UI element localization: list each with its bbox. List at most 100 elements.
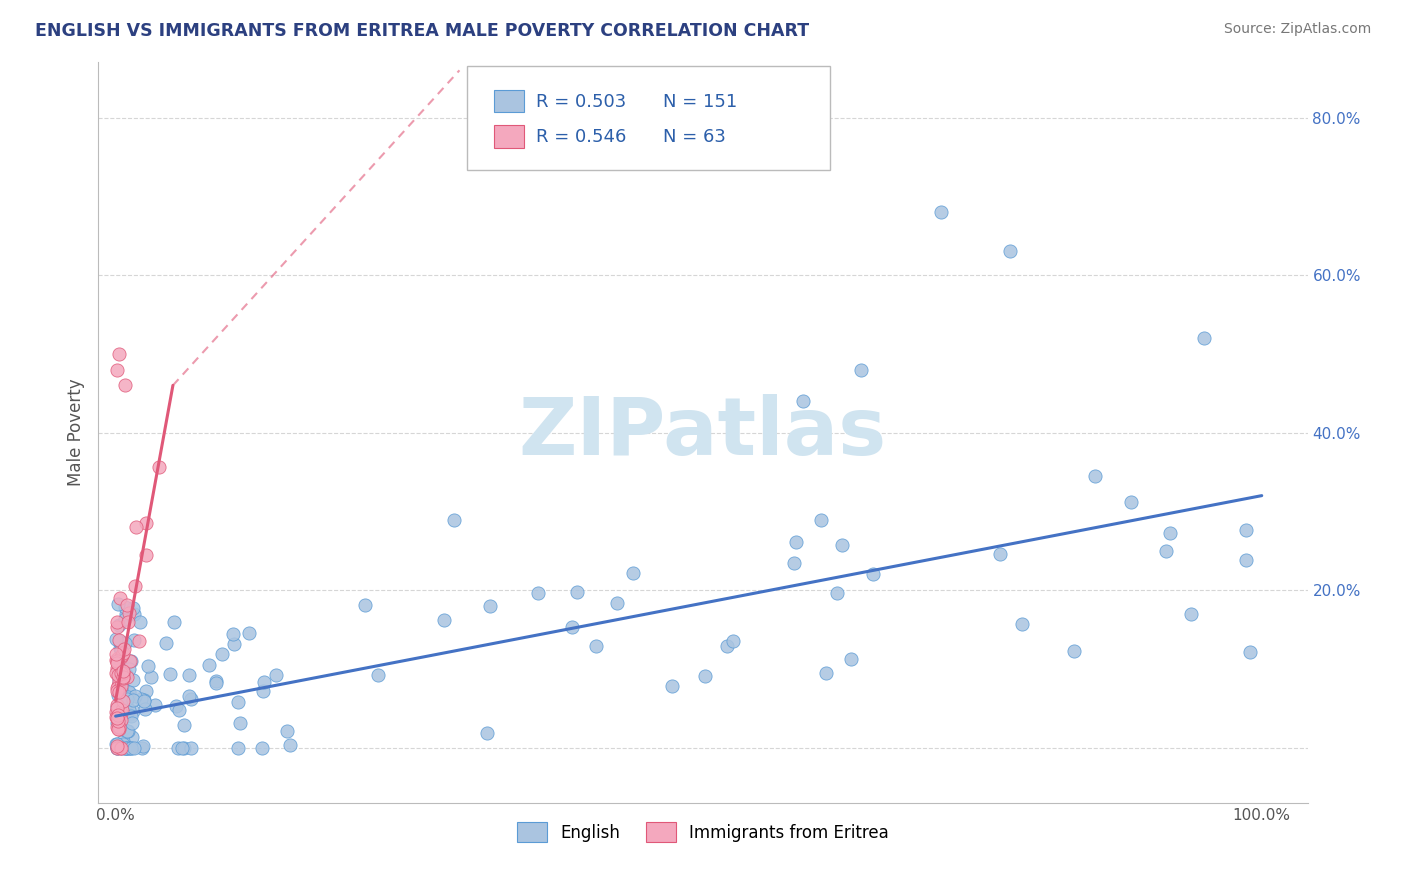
Point xyxy=(105,737,128,751)
Point xyxy=(264,668,287,682)
Point xyxy=(222,627,245,641)
Point xyxy=(125,520,148,534)
Point xyxy=(118,685,141,699)
Point xyxy=(862,566,884,581)
Point xyxy=(173,740,195,755)
Point xyxy=(129,692,152,706)
Point xyxy=(159,666,181,681)
Point xyxy=(527,586,550,600)
Point xyxy=(172,740,194,755)
Y-axis label: Male Poverty: Male Poverty xyxy=(66,379,84,486)
Point xyxy=(988,547,1011,561)
Point xyxy=(110,706,132,720)
Point xyxy=(1239,645,1261,659)
Text: N = 63: N = 63 xyxy=(664,128,725,146)
Point xyxy=(105,681,128,695)
Point xyxy=(849,362,872,376)
Point xyxy=(122,673,145,687)
Point xyxy=(180,740,202,755)
Point xyxy=(115,740,138,755)
Point xyxy=(661,679,683,693)
Point xyxy=(111,703,134,717)
Point xyxy=(117,740,139,755)
Point xyxy=(111,700,134,714)
Point xyxy=(120,740,142,755)
Point xyxy=(205,675,228,690)
Point xyxy=(252,683,274,698)
Point xyxy=(121,654,143,668)
Text: N = 151: N = 151 xyxy=(664,93,737,111)
Point xyxy=(105,619,128,633)
Point xyxy=(105,739,128,753)
Point xyxy=(108,634,131,648)
Point xyxy=(105,740,128,755)
Point xyxy=(122,601,145,615)
Point xyxy=(1180,607,1202,621)
Point xyxy=(122,693,145,707)
Point xyxy=(475,725,498,739)
Point xyxy=(108,591,131,605)
Point xyxy=(107,685,129,699)
Point xyxy=(1119,495,1142,509)
Point xyxy=(118,655,141,669)
Point xyxy=(143,698,166,712)
Point xyxy=(105,654,128,668)
Point xyxy=(135,516,157,530)
Point xyxy=(110,718,132,732)
Point xyxy=(1234,523,1257,537)
Point xyxy=(111,648,134,662)
Point xyxy=(107,668,129,682)
Point xyxy=(111,694,134,708)
Point xyxy=(132,739,155,754)
Point xyxy=(167,703,190,717)
Point xyxy=(155,636,177,650)
Point xyxy=(443,513,465,527)
Point xyxy=(118,707,141,722)
Point xyxy=(107,720,129,734)
Point xyxy=(104,666,127,681)
Point xyxy=(1011,617,1033,632)
Point xyxy=(107,676,129,690)
Point xyxy=(226,695,249,709)
Point xyxy=(128,615,150,629)
Point xyxy=(120,709,142,723)
Point xyxy=(716,639,738,653)
Point xyxy=(114,378,136,392)
Point xyxy=(111,722,134,736)
Point xyxy=(1084,469,1107,483)
Point xyxy=(118,686,141,700)
Point xyxy=(110,643,132,657)
Point xyxy=(998,244,1021,259)
Point xyxy=(110,652,132,666)
Point xyxy=(118,654,141,668)
Point xyxy=(1234,553,1257,567)
FancyBboxPatch shape xyxy=(494,90,524,112)
Point xyxy=(114,740,136,755)
Point xyxy=(353,598,375,612)
Point xyxy=(118,606,141,620)
Point xyxy=(117,692,139,706)
Point xyxy=(226,740,249,755)
Point xyxy=(107,632,129,647)
Point xyxy=(238,626,260,640)
Point xyxy=(120,740,142,755)
Point xyxy=(115,696,138,710)
Point xyxy=(367,668,389,682)
Point xyxy=(792,394,814,409)
Point xyxy=(110,681,132,696)
Point xyxy=(179,668,201,682)
Point xyxy=(111,723,134,737)
Point xyxy=(117,615,139,630)
Point xyxy=(115,670,138,684)
Point xyxy=(110,679,132,693)
Point xyxy=(117,723,139,738)
Point xyxy=(1194,331,1216,345)
Point xyxy=(110,672,132,686)
Point xyxy=(108,740,131,755)
Point xyxy=(107,684,129,698)
Point xyxy=(136,658,159,673)
Point xyxy=(1159,526,1181,541)
Point xyxy=(105,701,128,715)
Point xyxy=(173,718,195,732)
Point xyxy=(110,640,132,655)
